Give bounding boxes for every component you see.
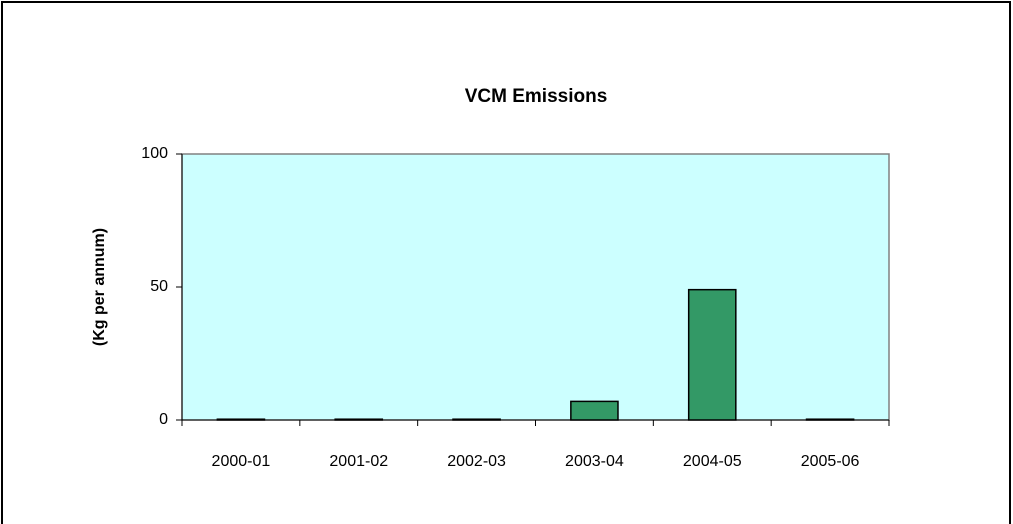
y-tick-label: 50 xyxy=(150,278,168,295)
plot-area xyxy=(182,154,889,420)
x-tick-label: 2005-06 xyxy=(801,453,860,470)
y-tick-label: 0 xyxy=(159,411,168,428)
y-tick-label: 100 xyxy=(141,145,168,162)
bar xyxy=(807,419,854,420)
bar xyxy=(217,419,264,420)
bar xyxy=(453,419,500,420)
bar xyxy=(571,401,618,420)
chart: VCM Emissions (Kg per annum) 0 50 100 2000-… xyxy=(0,0,1013,524)
x-tick-label: 2001-02 xyxy=(329,453,388,470)
bar xyxy=(335,419,382,420)
x-tick-label: 2004-05 xyxy=(683,453,742,470)
chart-title: VCM Emissions xyxy=(465,86,608,107)
bar xyxy=(689,290,736,420)
x-tick-label: 2000-01 xyxy=(212,453,271,470)
page: VCM Emissions (Kg per annum) 0 50 100 2000-… xyxy=(0,0,1013,524)
y-axis-label: (Kg per annum) xyxy=(91,228,108,346)
x-tick-label: 2003-04 xyxy=(565,453,624,470)
x-tick-label: 2002-03 xyxy=(447,453,506,470)
